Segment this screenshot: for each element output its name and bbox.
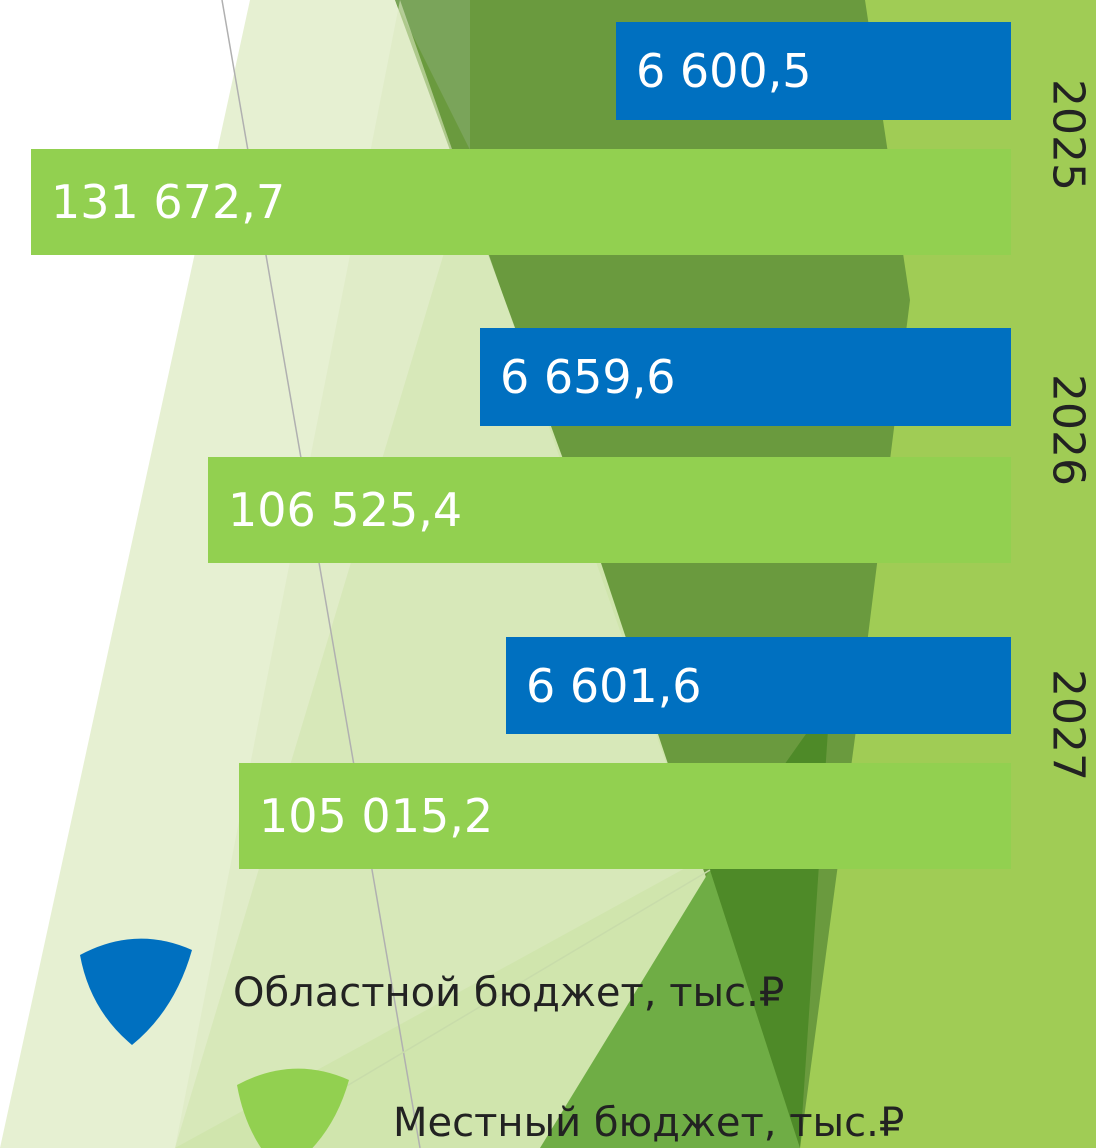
regional-bar: 6 600,5: [616, 22, 1011, 120]
local-bar: 131 672,7: [31, 149, 1011, 255]
local-bar: 105 015,2: [239, 763, 1011, 869]
regional-bar: 6 659,6: [480, 328, 1011, 426]
local-bar: 106 525,4: [208, 457, 1011, 563]
legend-label: Областной бюджет, тыс.₽: [233, 970, 785, 1016]
regional-bar: 6 601,6: [506, 637, 1011, 734]
legend-swatch-regional: [80, 938, 192, 1045]
year-label: 2025: [1042, 79, 1094, 191]
year-label: 2026: [1042, 374, 1094, 486]
year-label: 2027: [1042, 669, 1094, 781]
legend-swatch-local: [237, 1068, 349, 1148]
legend-label: Местный бюджет, тыс.₽: [393, 1100, 905, 1146]
